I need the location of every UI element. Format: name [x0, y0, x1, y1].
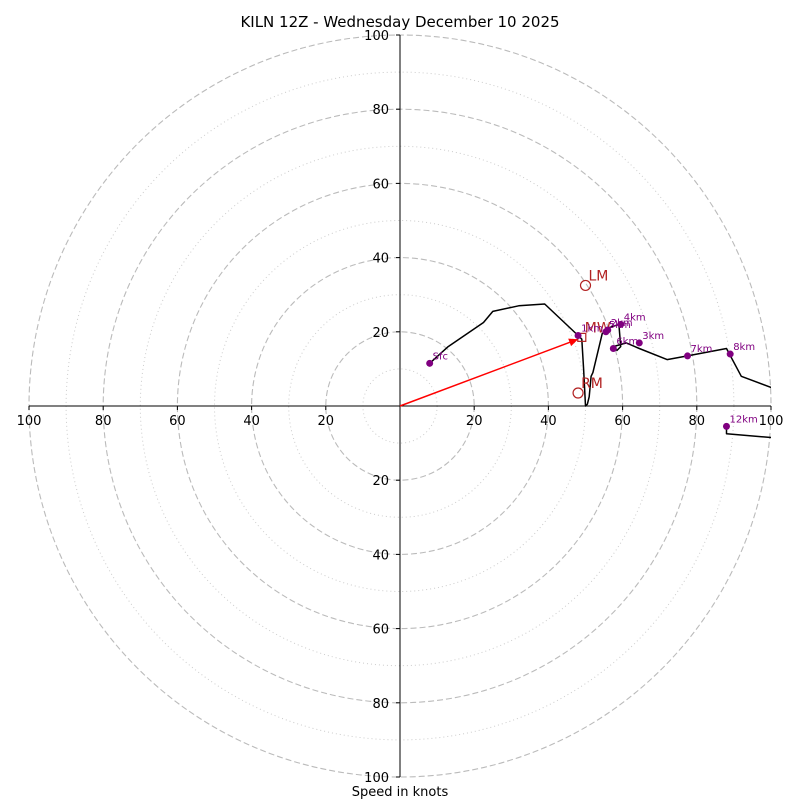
shear-vector-arrowhead: [568, 338, 579, 347]
height-point-label: 8km: [733, 342, 755, 353]
y-tick-label: 60: [372, 623, 389, 638]
storm-motion-label: LM: [589, 268, 609, 284]
x-tick-label: 60: [614, 414, 631, 429]
storm-motion-marker: [579, 279, 592, 292]
height-point: [684, 352, 692, 360]
storm-motion-label: RM: [581, 376, 603, 392]
x-tick-label: 80: [689, 414, 706, 429]
shear-vector-line: [399, 338, 579, 407]
height-point-label: 7km: [691, 344, 713, 355]
height-point-label: 5km: [609, 320, 631, 331]
x-tick-label: 40: [243, 414, 260, 429]
y-tick-label: 100: [364, 29, 389, 44]
height-point-label: 6km: [616, 336, 638, 347]
height-point-label: 3km: [642, 331, 664, 342]
y-tick-label: 100: [364, 771, 389, 786]
height-point-label: 4km: [624, 312, 646, 323]
height-point-label: Sfc: [433, 351, 448, 362]
y-tick-label: 80: [372, 103, 389, 118]
y-tick-label: 20: [372, 474, 389, 489]
y-tick-label: 80: [372, 697, 389, 712]
height-point: [609, 344, 617, 352]
x-tick-label: 20: [466, 414, 483, 429]
height-point: [602, 328, 610, 336]
height-point: [722, 422, 730, 430]
height-point: [574, 332, 582, 340]
y-tick-label: 20: [372, 326, 389, 341]
y-tick-label: 60: [372, 177, 389, 192]
height-point: [635, 339, 643, 347]
x-axis-label: Speed in knots: [352, 785, 449, 800]
hodograph-upper-line: [725, 426, 771, 439]
hodograph-line: [429, 303, 771, 407]
x-tick-label: 80: [95, 414, 112, 429]
data-layer: LMRMMWSfc1km2km3km4km5km6km7km8km12km: [399, 268, 771, 439]
x-tick-label: 40: [540, 414, 557, 429]
height-point: [426, 359, 434, 367]
y-tick-label: 40: [372, 252, 389, 267]
height-point: [726, 350, 734, 358]
x-tick-label: 60: [169, 414, 186, 429]
x-tick-label: 100: [759, 414, 784, 429]
tick-labels: 100 80 60 40 20 20 40 60 80 100 100 80 60 40 20 20 40 60 8…: [17, 29, 784, 786]
storm-motion-marker: [572, 387, 584, 399]
x-tick-label: 20: [318, 414, 335, 429]
y-tick-label: 40: [372, 548, 389, 563]
height-point: [617, 320, 625, 328]
height-point-label: 12km: [729, 414, 757, 425]
chart-title: KILN 12Z - Wednesday December 10 2025: [240, 13, 559, 31]
height-point-label: 1km: [581, 324, 603, 335]
x-tick-label: 100: [17, 414, 42, 429]
